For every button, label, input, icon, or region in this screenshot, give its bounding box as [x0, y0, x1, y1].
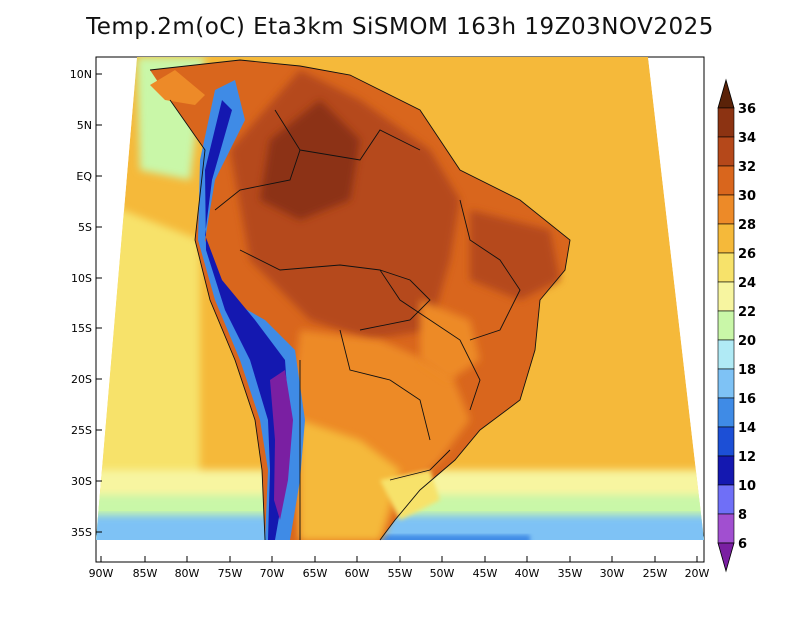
- colorbar-label: 30: [738, 189, 756, 204]
- lon-label: 25W: [643, 567, 668, 580]
- colorbar-bin: [717, 281, 735, 312]
- lon-label: 50W: [430, 567, 455, 580]
- colorbar-top-arrow: [717, 78, 735, 109]
- colorbar-bin: [717, 397, 735, 428]
- lon-label: 60W: [345, 567, 370, 580]
- lon-label: 45W: [473, 567, 498, 580]
- amazon-hot: [260, 100, 360, 220]
- colorbar-label: 14: [738, 421, 756, 436]
- colorbar-bin: [717, 339, 735, 370]
- lon-axis: 90W 85W 80W 75W 70W 65W 60W 55W 50W 45W …: [89, 556, 710, 580]
- lon-label: 40W: [515, 567, 540, 580]
- uruguay-cool: [380, 470, 440, 520]
- colorbar-label: 6: [738, 537, 747, 552]
- central-america: [150, 70, 205, 105]
- south-band-4: [330, 535, 530, 540]
- lat-label: 5N: [77, 119, 92, 132]
- colorbar-bin: [717, 426, 735, 457]
- colorbar-bin: [717, 455, 735, 486]
- colorbar-label: 8: [738, 508, 747, 523]
- country-borders: [149, 59, 571, 541]
- border-uruguay: [389, 449, 451, 481]
- pampas: [300, 420, 400, 540]
- lon-label: 90W: [89, 567, 114, 580]
- colorbar-bin: [717, 194, 735, 225]
- lat-label: 5S: [78, 221, 92, 234]
- colorbar-label: 12: [738, 450, 756, 465]
- lon-label: 55W: [388, 567, 413, 580]
- colorbar-label: 24: [738, 276, 756, 291]
- lon-label: 35W: [558, 567, 583, 580]
- colorbar-bin: [717, 165, 735, 196]
- lat-label: 20S: [71, 373, 92, 386]
- lon-label: 70W: [260, 567, 285, 580]
- map-title: Temp.2m(oC) Eta3km SiSMOM 163h 19Z03NOV2…: [86, 14, 714, 40]
- temperature-field: [96, 57, 704, 540]
- colorbar-label: 32: [738, 160, 756, 175]
- colorbar-label: 34: [738, 131, 756, 146]
- west-coastline: [169, 99, 266, 541]
- colorbar-label: 26: [738, 247, 756, 262]
- colorbar: 36 34 32 30 28 26 24 22 20 18 16 14 12 10 8 6: [717, 78, 756, 573]
- colorbar-bin: [717, 136, 735, 167]
- lat-label: 10N: [70, 68, 92, 81]
- lat-label: 10S: [71, 272, 92, 285]
- colorbar-label: 20: [738, 334, 756, 349]
- lon-label: 20W: [685, 567, 710, 580]
- colorbar-label: 18: [738, 363, 756, 378]
- lat-label: 15S: [71, 322, 92, 335]
- colorbar-label: 10: [738, 479, 756, 494]
- colorbar-label: 36: [738, 102, 756, 117]
- border-brazil-states-2: [379, 269, 481, 411]
- lon-label: 30W: [600, 567, 625, 580]
- colorbar-bin: [717, 513, 735, 544]
- border-venezuela-brazil: [299, 129, 421, 161]
- lat-label: 25S: [71, 424, 92, 437]
- colorbar-bin: [717, 107, 735, 138]
- lon-label: 85W: [133, 567, 158, 580]
- lat-axis: 10N 5N EQ 5S 10S 15S 20S 25S 30S 35S: [70, 68, 102, 539]
- lon-label: 75W: [218, 567, 243, 580]
- colorbar-label: 16: [738, 392, 756, 407]
- border-peru-bolivia: [239, 249, 431, 331]
- colorbar-bin: [717, 310, 735, 341]
- lon-label: 65W: [303, 567, 328, 580]
- colorbar-bottom-arrow: [717, 542, 735, 573]
- lon-label: 80W: [175, 567, 200, 580]
- colorbar-bin: [717, 223, 735, 254]
- lat-label: 35S: [71, 526, 92, 539]
- east-coastline: [149, 59, 571, 541]
- lat-label: EQ: [76, 170, 92, 183]
- andes-core: [205, 100, 290, 540]
- highlands: [420, 300, 480, 380]
- lat-label: 30S: [71, 475, 92, 488]
- colorbar-label: 22: [738, 305, 756, 320]
- colorbar-bin: [717, 252, 735, 283]
- colorbar-bin: [717, 368, 735, 399]
- colorbar-label: 28: [738, 218, 756, 233]
- border-colombia: [214, 109, 301, 211]
- border-brazil-states-1: [459, 199, 521, 341]
- colorbar-bin: [717, 484, 735, 515]
- northeast-hot: [470, 210, 560, 300]
- andes-coldest: [270, 370, 293, 520]
- border-paraguay: [339, 329, 431, 441]
